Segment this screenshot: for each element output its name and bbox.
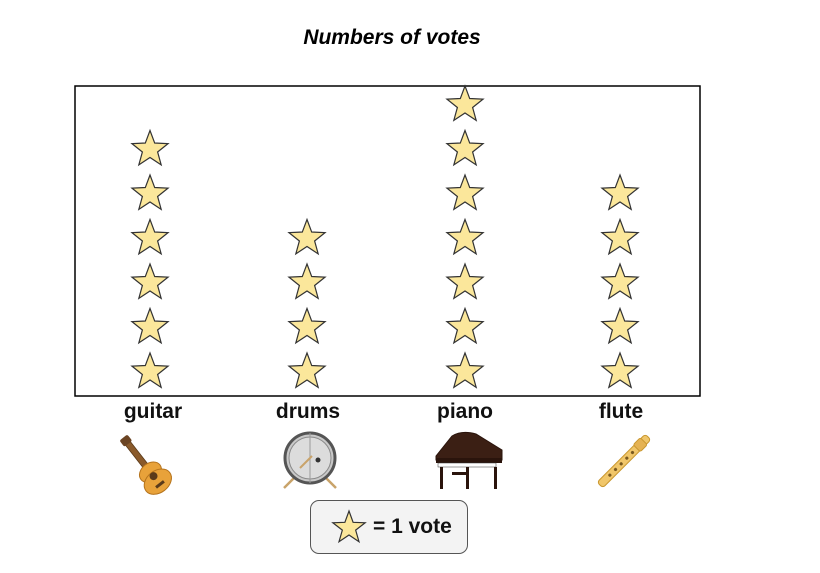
vote-star-piano-2 — [445, 306, 485, 345]
vote-star-guitar-3 — [130, 262, 170, 300]
legend-box: = 1 vote — [310, 500, 468, 554]
category-label-flute: flute — [598, 400, 644, 423]
guitar-icon — [120, 435, 172, 495]
vote-star-flute-1 — [600, 351, 640, 389]
pictograph-plot — [74, 84, 701, 397]
flute-icon — [597, 434, 651, 488]
vote-star-guitar-1 — [130, 351, 170, 389]
drum-icon — [283, 431, 337, 489]
category-label-drums: drums — [275, 400, 341, 423]
vote-star-piano-5 — [445, 173, 485, 211]
vote-star-guitar-5 — [130, 173, 170, 211]
legend-star-icon — [331, 509, 367, 544]
vote-star-drums-2 — [287, 306, 327, 345]
vote-star-drums-1 — [287, 351, 327, 389]
legend-text: = 1 vote — [373, 515, 452, 538]
vote-star-flute-4 — [600, 217, 640, 256]
vote-star-guitar-2 — [130, 306, 170, 345]
category-label-piano: piano — [437, 400, 493, 423]
plot-frame — [74, 85, 701, 397]
piano-icon — [435, 431, 503, 489]
vote-star-piano-3 — [445, 262, 485, 300]
vote-star-flute-3 — [600, 262, 640, 300]
category-label-guitar: guitar — [123, 400, 183, 423]
vote-star-guitar-6 — [130, 128, 170, 167]
stars-layer — [130, 84, 640, 389]
vote-star-piano-1 — [445, 351, 485, 389]
chart-title: Numbers of votes — [303, 26, 481, 49]
vote-star-drums-3 — [287, 262, 327, 300]
vote-star-flute-2 — [600, 306, 640, 345]
vote-star-drums-4 — [287, 217, 327, 256]
vote-star-piano-7 — [445, 84, 485, 122]
vote-star-piano-4 — [445, 217, 485, 256]
vote-star-guitar-4 — [130, 217, 170, 256]
vote-star-flute-5 — [600, 173, 640, 211]
vote-star-piano-6 — [445, 128, 485, 167]
